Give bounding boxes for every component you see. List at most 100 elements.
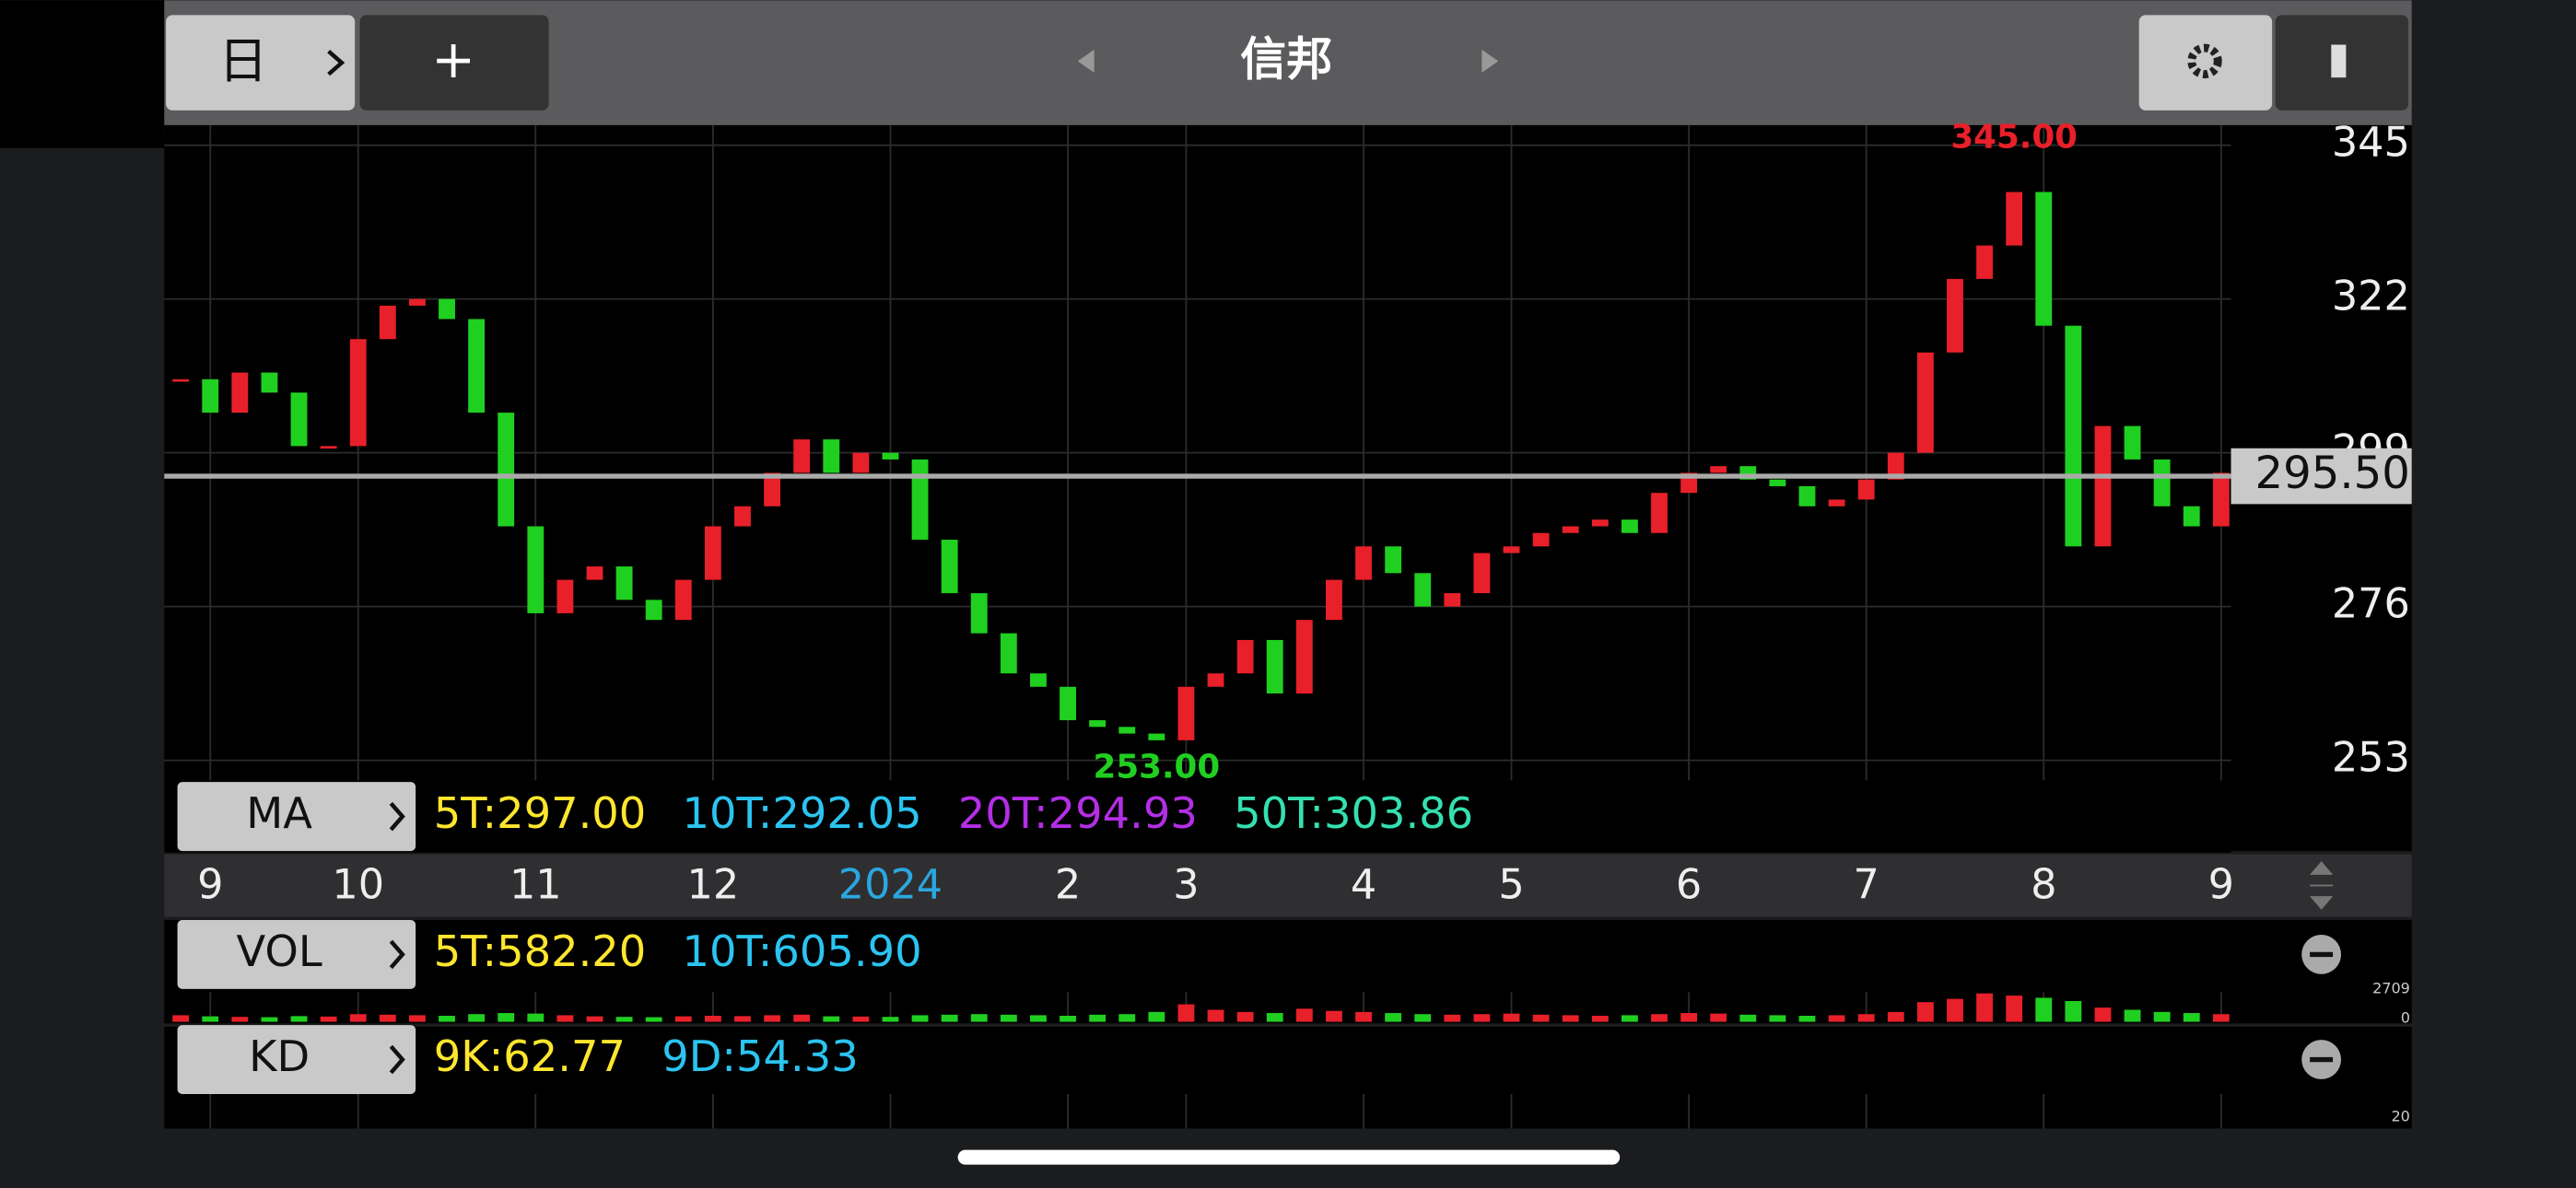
legend-button[interactable] [177,1025,416,1094]
volume-bar [1591,1015,1609,1022]
add-label: + [431,29,475,90]
x-tick-label: 11 [509,860,562,908]
x-tick-label: 2 [1055,860,1081,908]
candle [1444,593,1461,607]
volume-bar [1887,1011,1904,1022]
candle [734,506,751,527]
y-tick-label: 345 [2332,119,2410,167]
volume-bar [172,1015,190,1022]
candle [556,579,574,613]
x-tick-label: 4 [1351,860,1376,908]
candle [1710,466,1727,473]
chevron [327,49,345,76]
volume-bar [2006,996,2023,1022]
candle [1089,720,1107,728]
candle [409,298,426,306]
next-button[interactable] [1481,49,1499,73]
volume-bar [704,1015,721,1022]
y-tick-label: 253 [2332,734,2410,782]
volume-bar [1798,1015,1816,1022]
candle [1030,673,1047,687]
volume-bar [1177,1004,1195,1022]
legend-button[interactable] [177,782,416,852]
candle [498,413,515,527]
candle [2094,425,2112,547]
kd-panel [164,1026,2412,1129]
candle [941,540,958,594]
volume-bar [202,1016,219,1022]
candle [1177,686,1195,740]
candle [1207,673,1224,687]
volume-bar [852,1016,870,1022]
legend-button[interactable] [177,919,416,989]
candle [2006,192,2023,246]
volume-bar [1207,1009,1224,1022]
candle [704,526,721,580]
candle [1414,573,1432,607]
volume-bar [2035,997,2053,1022]
candle [793,439,811,473]
volume-bar [439,1015,455,1022]
candle [1503,546,1520,553]
candle [1000,633,1017,674]
period-button[interactable] [166,15,356,111]
add-button[interactable] [359,15,549,111]
prev-button[interactable] [1077,49,1095,73]
candle [1060,686,1076,721]
chevron [389,801,405,832]
volume-bar [1680,1013,1698,1022]
volume-bar [261,1017,278,1022]
legend-item: 10T:605.90 [683,926,922,976]
x-tick-label: 10 [332,860,384,908]
legend-item: 5T:297.00 [434,788,647,838]
volume-bar [1355,1011,1372,1022]
volume-bar [1414,1014,1432,1022]
last-price-box [2231,448,2412,505]
volume-bar [1000,1014,1017,1022]
resize-icon[interactable] [2309,861,2334,910]
volume-bar [290,1016,308,1022]
candle [261,372,278,393]
candle [970,593,988,634]
volume-bar [1739,1014,1757,1022]
volume-bar [2183,1013,2200,1022]
volume-bar [615,1017,633,1022]
candle [1621,519,1638,533]
volume-bar [1857,1014,1875,1022]
volume-bar [882,1017,899,1022]
candle [1947,278,1963,353]
candle [172,379,190,382]
volume-bar [1976,993,1993,1022]
candle [527,526,544,613]
volume-bar [1828,1015,1845,1022]
volume-bar [2124,1009,2141,1022]
volume-bar [674,1016,692,1022]
chevron [389,939,405,970]
volume-bar [764,1015,781,1022]
legend-button-label: MA [246,788,312,838]
volume-bar [1089,1014,1107,1022]
legend-item: 5T:582.20 [434,926,647,976]
candle [1769,479,1786,486]
candle [1148,733,1165,740]
x-tick-label: 7 [1853,860,1879,908]
volume-tick-label: 2709 [2372,979,2410,996]
period-label: 日 [218,32,267,90]
candle [1857,479,1875,500]
volume-bar [1060,1015,1076,1022]
candle [1355,546,1372,580]
candle [852,452,870,473]
y-tick-label: 322 [2332,273,2410,320]
candle [1887,452,1904,480]
volume-bar [2094,1007,2112,1022]
candle [674,579,692,621]
x-tick-label: 2024 [838,860,943,908]
legend-button-label: VOL [237,926,322,976]
volume-bar [734,1016,751,1022]
volume-bar [1030,1015,1047,1022]
volume-bar [1503,1013,1520,1022]
volume-bar [1532,1014,1550,1022]
candle [290,392,308,447]
